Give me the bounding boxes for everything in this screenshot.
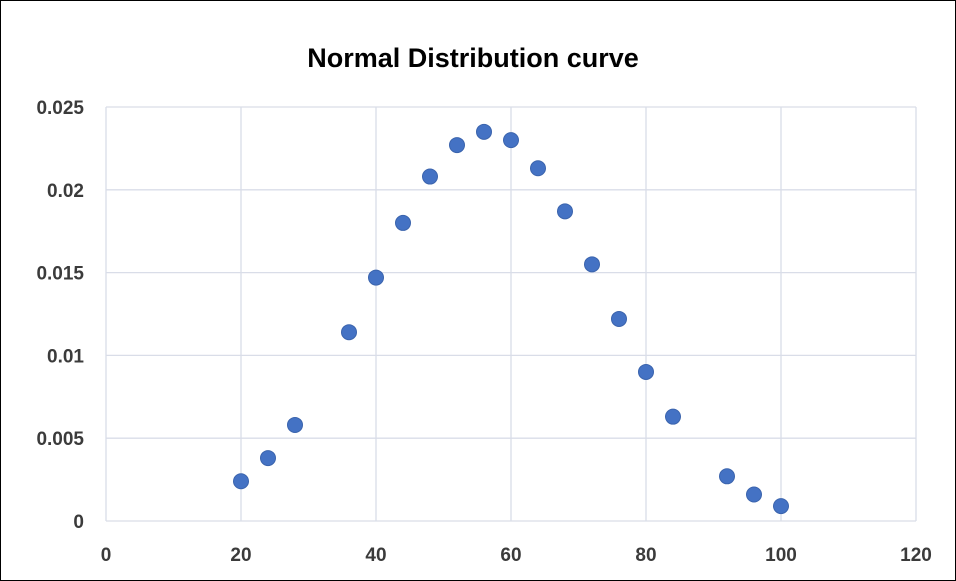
- x-tick-label: 80: [635, 545, 656, 566]
- y-tick-label: 0.01: [47, 346, 84, 367]
- data-point: [395, 214, 411, 231]
- x-tick-label: 60: [500, 545, 521, 566]
- data-point: [557, 203, 573, 220]
- data-point: [476, 123, 492, 140]
- data-point: [638, 363, 654, 380]
- chart-title: Normal Distribution curve: [307, 43, 639, 73]
- x-tick-label: 120: [900, 545, 932, 566]
- data-point: [368, 269, 384, 286]
- x-tick-label: 40: [365, 545, 386, 566]
- axes: [105, 107, 916, 522]
- y-axis-tick-labels: 0 0.005 0.01 0.015 0.02 0.025: [36, 98, 84, 533]
- grid: [106, 106, 917, 521]
- data-point: [719, 468, 735, 485]
- data-point: [665, 408, 681, 425]
- x-tick-label: 20: [230, 545, 251, 566]
- data-point: [530, 160, 546, 177]
- y-tick-label: 0.015: [36, 264, 84, 285]
- data-point: [611, 310, 627, 327]
- data-point: [746, 486, 762, 503]
- y-tick-label: 0.02: [47, 181, 84, 202]
- x-tick-label: 0: [101, 545, 112, 566]
- data-point: [260, 450, 276, 467]
- data-point: [449, 137, 465, 154]
- y-tick-label: 0.025: [36, 98, 84, 119]
- y-tick-label: 0.005: [36, 429, 84, 450]
- data-point: [287, 416, 303, 433]
- data-points: [233, 123, 789, 515]
- data-point: [233, 473, 249, 490]
- data-point: [584, 256, 600, 273]
- data-point: [773, 498, 789, 515]
- x-axis-tick-labels: 0 20 40 60 80 100 120: [101, 545, 932, 566]
- data-point: [422, 168, 438, 185]
- x-tick-label: 100: [765, 545, 797, 566]
- data-point: [341, 324, 357, 341]
- y-tick-label: 0: [73, 512, 84, 533]
- data-point: [503, 132, 519, 149]
